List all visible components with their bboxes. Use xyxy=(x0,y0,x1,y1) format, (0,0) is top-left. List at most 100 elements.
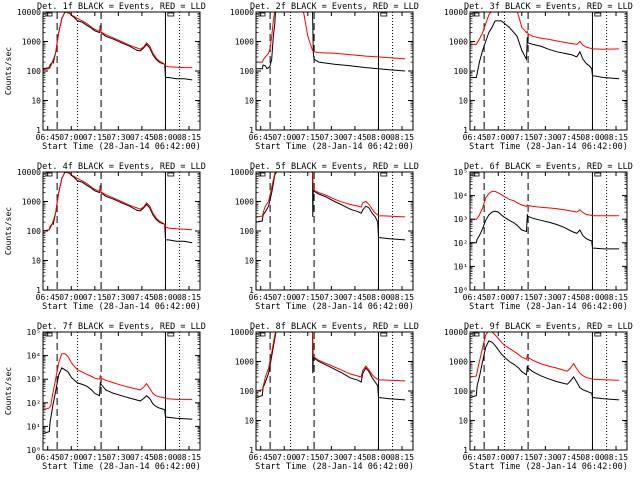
attenuator-box xyxy=(472,332,480,337)
x-tick-label: 06:45 xyxy=(249,293,273,302)
x-tick-label: 08:15 xyxy=(177,453,201,462)
x-tick-label: 08:00 xyxy=(580,453,604,462)
x-axis-label: Start Time (28-Jan-14 06:42:00) xyxy=(469,462,628,472)
x-tick-label: 06:45 xyxy=(36,453,60,462)
y-tick-label: 10⁴ xyxy=(454,192,468,201)
plot-frame xyxy=(469,171,628,291)
lld-series-line xyxy=(256,12,406,63)
y-tick-label: 1000 xyxy=(22,38,41,47)
plot-frame xyxy=(42,331,201,451)
attenuator-box xyxy=(472,12,480,17)
x-tick-label: 06:45 xyxy=(36,293,60,302)
x-tick-label: 06:45 xyxy=(249,133,273,142)
attenuator-box xyxy=(594,332,602,337)
attenuator-box xyxy=(167,332,175,337)
x-tick-label: 07:30 xyxy=(319,133,343,142)
y-tick-label: 1 xyxy=(249,126,254,135)
y-tick-label: 100 xyxy=(240,227,255,236)
x-axis-label: Start Time (28-Jan-14 06:42:00) xyxy=(469,142,628,152)
x-tick-label: 07:45 xyxy=(343,453,367,462)
attenuator-box xyxy=(258,12,266,17)
x-axis-label: Start Time (28-Jan-14 06:42:00) xyxy=(255,462,414,472)
y-tick-label: 1000 xyxy=(235,358,254,367)
attenuator-box xyxy=(380,12,388,17)
x-tick-label: 08:00 xyxy=(366,453,390,462)
attenuator-box xyxy=(258,172,266,177)
x-tick-label: 07:45 xyxy=(557,133,581,142)
x-tick-label: 08:00 xyxy=(153,293,177,302)
x-tick-label: 07:15 xyxy=(83,133,107,142)
x-tick-label: 06:45 xyxy=(463,293,487,302)
attenuator-box xyxy=(45,172,53,177)
y-tick-label: 10⁴ xyxy=(27,352,41,361)
x-tick-label: 07:15 xyxy=(83,453,107,462)
y-tick-label: 10000 xyxy=(444,8,468,17)
lld-series-line xyxy=(256,332,406,392)
attenuator-box xyxy=(167,12,175,17)
y-tick-label: 1000 xyxy=(449,358,468,367)
events-series-line xyxy=(43,367,193,434)
y-axis-label: Counts/sec xyxy=(4,207,13,255)
y-tick-label: 100 xyxy=(454,67,469,76)
y-tick-label: 10 xyxy=(244,257,254,266)
y-tick-label: 10 xyxy=(244,417,254,426)
plot-frame xyxy=(255,11,414,131)
chart-title: Det. 6f BLACK = Events, RED = LLD xyxy=(464,162,633,172)
plot-area xyxy=(256,12,406,130)
x-tick-label: 07:00 xyxy=(272,293,296,302)
y-tick-label: 10⁵ xyxy=(454,168,468,177)
x-axis-label: Start Time (28-Jan-14 06:42:00) xyxy=(42,302,201,312)
plot-area xyxy=(470,172,620,290)
y-tick-label: 100 xyxy=(27,67,42,76)
x-tick-label: 07:15 xyxy=(83,293,107,302)
events-series-line xyxy=(256,332,406,401)
plot-area xyxy=(43,172,193,290)
y-tick-label: 10000 xyxy=(17,168,41,177)
events-series-line xyxy=(43,12,193,81)
events-series-line xyxy=(256,12,406,72)
plot-frame xyxy=(255,171,414,291)
y-tick-label: 1 xyxy=(463,126,468,135)
y-tick-label: 10³ xyxy=(454,215,468,224)
x-tick-label: 07:00 xyxy=(59,293,83,302)
plot-area xyxy=(470,332,620,450)
x-tick-label: 07:45 xyxy=(557,453,581,462)
y-tick-label: 10¹ xyxy=(454,262,468,271)
lld-series-line xyxy=(470,332,620,381)
y-axis-label: Counts/sec xyxy=(4,367,13,415)
y-tick-label: 10 xyxy=(458,417,468,426)
plot-area xyxy=(256,172,406,290)
x-tick-label: 06:45 xyxy=(36,133,60,142)
y-tick-label: 10 xyxy=(244,97,254,106)
x-tick-label: 07:15 xyxy=(296,453,320,462)
x-tick-label: 07:00 xyxy=(272,453,296,462)
y-tick-label: 100 xyxy=(454,387,469,396)
lld-series-line xyxy=(43,12,193,71)
y-tick-label: 10000 xyxy=(444,328,468,337)
lld-series-line xyxy=(43,172,193,232)
y-tick-label: 10 xyxy=(458,97,468,106)
y-tick-label: 10⁰ xyxy=(27,446,41,455)
x-axis-label: Start Time (28-Jan-14 06:42:00) xyxy=(469,302,628,312)
attenuator-box xyxy=(380,172,388,177)
chart-title: Det. 8f BLACK = Events, RED = LLD xyxy=(250,322,419,332)
x-tick-label: 07:15 xyxy=(296,293,320,302)
x-tick-label: 08:00 xyxy=(580,133,604,142)
y-tick-label: 10000 xyxy=(230,8,254,17)
x-tick-label: 07:30 xyxy=(533,293,557,302)
x-tick-label: 07:30 xyxy=(319,453,343,462)
x-tick-label: 08:15 xyxy=(390,453,414,462)
x-tick-label: 08:15 xyxy=(177,293,201,302)
attenuator-box xyxy=(594,12,602,17)
y-tick-label: 1 xyxy=(463,446,468,455)
y-tick-label: 10000 xyxy=(17,8,41,17)
x-tick-label: 08:00 xyxy=(153,453,177,462)
x-axis-label: Start Time (28-Jan-14 06:42:00) xyxy=(255,142,414,152)
plot-area xyxy=(256,332,406,450)
y-tick-label: 10² xyxy=(454,239,468,248)
